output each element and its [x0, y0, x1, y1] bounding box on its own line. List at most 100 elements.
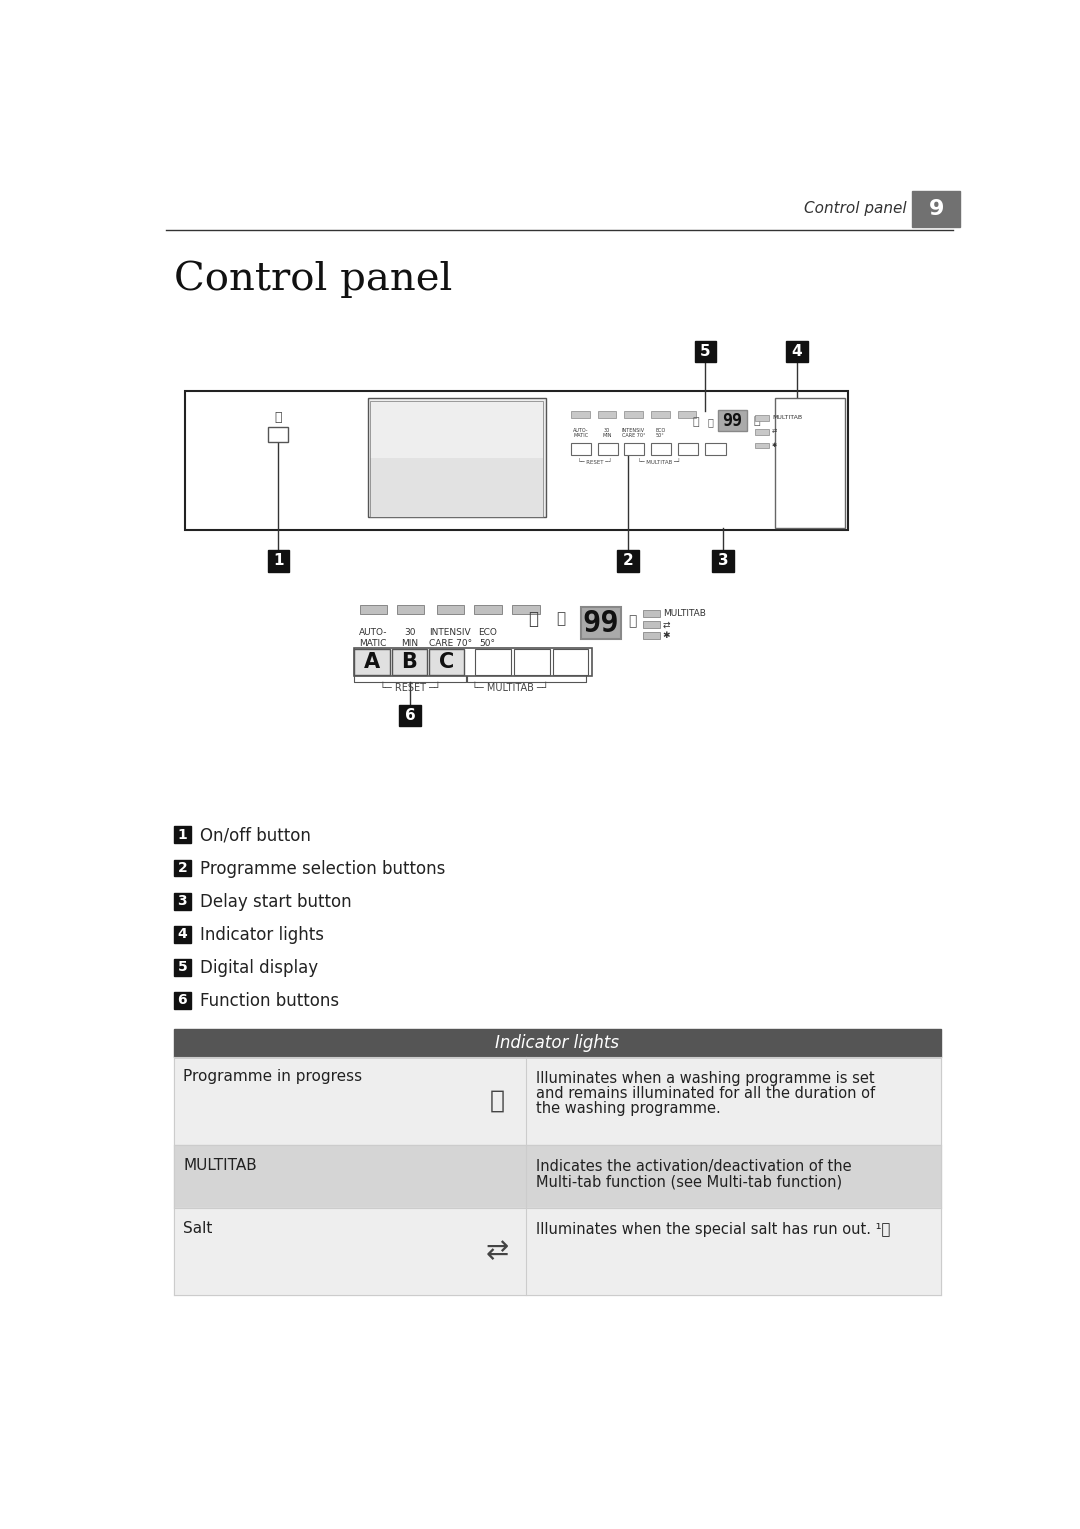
Bar — [475, 648, 511, 674]
Text: ✱: ✱ — [772, 443, 778, 448]
Text: Indicator lights: Indicator lights — [200, 927, 324, 943]
Bar — [643, 631, 660, 639]
Text: Programme in progress: Programme in progress — [183, 1069, 362, 1084]
Text: ⏻: ⏻ — [707, 417, 713, 427]
Text: Multi-tab function (see Multi-tab function): Multi-tab function (see Multi-tab functi… — [536, 1174, 841, 1190]
Text: Salt: Salt — [183, 1220, 213, 1235]
Bar — [174, 992, 191, 1009]
Text: 1: 1 — [273, 553, 284, 569]
Text: Digital display: Digital display — [200, 959, 319, 977]
Text: 2: 2 — [622, 553, 633, 569]
Text: B: B — [402, 651, 417, 671]
Bar — [174, 1029, 941, 1057]
Text: MULTITAB: MULTITAB — [772, 414, 802, 420]
Text: INTENSIV
CARE 70°: INTENSIV CARE 70° — [429, 628, 472, 648]
Text: C: C — [438, 651, 455, 671]
Bar — [677, 411, 697, 417]
Text: 30
MIN: 30 MIN — [603, 428, 611, 439]
Bar — [694, 341, 716, 362]
Bar — [174, 827, 191, 844]
Text: └─ RESET ─┘: └─ RESET ─┘ — [579, 459, 612, 465]
Bar — [392, 648, 428, 674]
Text: Indicator lights: Indicator lights — [496, 1034, 619, 1052]
Bar — [174, 1057, 941, 1145]
Bar — [353, 648, 592, 676]
Bar — [174, 859, 191, 876]
Text: ⛆: ⛆ — [528, 610, 538, 627]
Bar — [369, 457, 543, 517]
Text: the washing programme.: the washing programme. — [536, 1101, 720, 1116]
Text: ⏻: ⏻ — [556, 612, 566, 625]
Text: 6: 6 — [177, 994, 187, 1008]
Bar — [553, 648, 589, 674]
Bar — [571, 411, 590, 417]
Bar — [677, 443, 698, 456]
Bar — [369, 402, 543, 517]
Text: Function buttons: Function buttons — [200, 992, 339, 1011]
Text: 30
MIN: 30 MIN — [402, 628, 419, 648]
Bar — [400, 705, 421, 726]
Bar — [174, 1145, 941, 1208]
Bar — [354, 648, 390, 674]
Bar — [514, 648, 550, 674]
Bar — [713, 550, 734, 572]
Text: ⇄: ⇄ — [486, 1237, 509, 1266]
Text: Illuminates when a washing programme is set: Illuminates when a washing programme is … — [536, 1070, 875, 1086]
Text: └─ MULTITAB ─┘: └─ MULTITAB ─┘ — [637, 459, 680, 465]
Bar — [174, 893, 191, 910]
Bar — [643, 610, 660, 618]
Text: and remains illuminated for all the duration of: and remains illuminated for all the dura… — [536, 1086, 875, 1101]
Bar — [597, 411, 617, 417]
Bar — [755, 443, 769, 448]
Text: ECO
50°: ECO 50° — [478, 628, 497, 648]
Text: └─ RESET ─┘: └─ RESET ─┘ — [380, 683, 441, 693]
Text: MULTITAB: MULTITAB — [663, 610, 705, 618]
Text: A: A — [364, 651, 380, 671]
Text: ECO
50°: ECO 50° — [656, 428, 665, 439]
Bar — [174, 959, 191, 976]
Bar — [643, 621, 660, 628]
Text: ⌚: ⌚ — [753, 416, 760, 425]
Text: INTENSIV
CARE 70°: INTENSIV CARE 70° — [622, 428, 645, 439]
Text: ⇄: ⇄ — [663, 621, 671, 630]
Bar — [174, 1208, 941, 1295]
Text: ⌛: ⌛ — [490, 1089, 504, 1113]
Bar — [624, 411, 643, 417]
Text: Control panel: Control panel — [174, 260, 453, 298]
Text: 1: 1 — [177, 827, 187, 842]
Text: Indicates the activation/deactivation of the: Indicates the activation/deactivation of… — [536, 1159, 851, 1174]
Bar — [268, 550, 289, 572]
Bar — [624, 443, 644, 456]
Text: MULTITAB: MULTITAB — [183, 1157, 257, 1173]
Bar — [913, 191, 960, 226]
Bar — [397, 604, 424, 615]
Bar — [360, 604, 387, 615]
Text: Programme selection buttons: Programme selection buttons — [200, 859, 445, 878]
Text: ⒨: ⒨ — [274, 411, 282, 424]
Text: Delay start button: Delay start button — [200, 893, 352, 911]
Bar — [651, 411, 670, 417]
Bar — [268, 427, 288, 442]
Text: On/off button: On/off button — [200, 827, 311, 844]
Text: 4: 4 — [792, 344, 802, 359]
Bar — [429, 648, 464, 674]
Bar — [512, 604, 540, 615]
Bar — [755, 430, 769, 434]
Text: 4: 4 — [177, 927, 187, 942]
Bar — [597, 443, 618, 456]
Text: └─ MULTITAB ─┘: └─ MULTITAB ─┘ — [473, 683, 550, 693]
Text: 99: 99 — [582, 609, 619, 638]
Bar — [718, 410, 747, 431]
Text: 99: 99 — [723, 411, 743, 430]
Bar — [705, 443, 726, 456]
Bar — [174, 925, 191, 943]
Text: 9: 9 — [929, 199, 944, 219]
Text: ⇄: ⇄ — [772, 430, 778, 434]
Bar — [617, 550, 638, 572]
Text: AUTO-
MATIC: AUTO- MATIC — [572, 428, 589, 439]
Text: ✱: ✱ — [663, 631, 671, 641]
Bar — [775, 398, 845, 529]
Bar — [474, 604, 501, 615]
Text: 3: 3 — [718, 553, 729, 569]
Text: Illuminates when the special salt has run out. ¹⧴: Illuminates when the special salt has ru… — [536, 1222, 890, 1237]
